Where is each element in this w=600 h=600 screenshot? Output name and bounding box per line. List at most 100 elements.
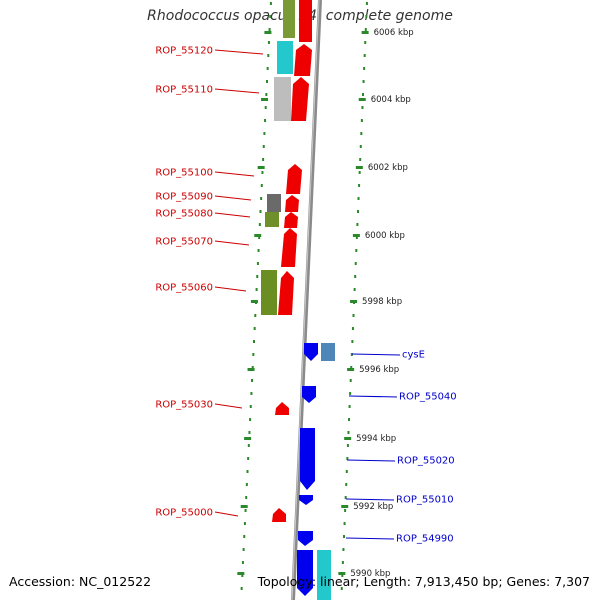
gene-reverse <box>304 343 318 361</box>
guide-dot <box>262 158 265 161</box>
guide-dot <box>364 28 367 31</box>
guide-dot <box>360 119 363 122</box>
gene-reverse <box>298 531 313 546</box>
guide-dot <box>340 587 343 590</box>
guide-dot <box>252 353 255 356</box>
scale-tick-label: 6004 kbp <box>371 95 411 105</box>
gene-label-forward: ROP_55070 <box>155 237 213 248</box>
guide-dot <box>258 236 261 239</box>
scale-tick <box>237 572 245 575</box>
guide-dot <box>248 431 251 434</box>
guide-dot <box>245 496 248 499</box>
guide-dot <box>241 561 244 564</box>
gene-forward <box>284 212 298 228</box>
gene-label-leader <box>345 537 395 540</box>
guide-dot <box>242 548 245 551</box>
guide-dot <box>358 184 361 187</box>
guide-dot <box>345 470 348 473</box>
guide-dot <box>268 28 271 31</box>
gene-forward <box>285 195 299 212</box>
guide-dot <box>261 171 264 174</box>
gene-label-leader <box>214 49 264 55</box>
guide-dot <box>246 470 249 473</box>
scale-tick <box>338 572 346 575</box>
gene-label-leader <box>214 286 247 292</box>
gene-label-leader <box>348 395 398 398</box>
guide-dot <box>256 275 259 278</box>
guide-dot <box>359 145 362 148</box>
scale-tick <box>261 98 269 101</box>
forward-genes <box>272 0 312 522</box>
genome-summary-label: Topology: linear; Length: 7,913,450 bp; … <box>257 574 590 589</box>
accession-label: Accession: NC_012522 <box>9 574 152 589</box>
genome-backbone-highlight <box>291 0 320 600</box>
guide-dot <box>244 509 247 512</box>
scale-tick <box>344 437 352 440</box>
gene-forward <box>281 228 297 267</box>
guide-dot <box>264 106 267 109</box>
gene-forward <box>291 77 309 121</box>
reverse-gene-labels: cysE ROP_55040 ROP_55020 ROP_55010 ROP_54990 <box>345 350 457 545</box>
gene-label-reverse: ROP_55020 <box>397 456 455 467</box>
guide-dot <box>267 54 270 57</box>
scale-tick <box>257 166 265 169</box>
scale-tick-label: 6006 kbp <box>374 28 414 38</box>
reverse-genes <box>297 343 335 600</box>
guide-dot <box>349 379 352 382</box>
guide-dot <box>260 197 263 200</box>
guide-dot <box>348 405 351 408</box>
annotation-box-olive-top <box>283 0 295 38</box>
guide-dot <box>362 93 365 96</box>
guide-dot <box>359 158 362 161</box>
guide-dot <box>260 184 263 187</box>
scale-tick <box>350 300 358 303</box>
guide-dot <box>354 262 357 265</box>
guide-dot <box>266 67 269 70</box>
guide-dot <box>350 366 353 369</box>
guide-dot <box>363 54 366 57</box>
gene-forward <box>286 164 302 194</box>
guide-dot <box>267 41 270 44</box>
guide-dot <box>247 457 250 460</box>
gene-reverse <box>300 428 315 490</box>
gene-label-leader <box>214 403 243 409</box>
guide-dot <box>251 366 254 369</box>
gene-forward <box>294 44 312 76</box>
guide-dot <box>342 548 345 551</box>
guide-dot <box>269 15 272 18</box>
guide-dot <box>344 496 347 499</box>
guide-dot <box>353 288 356 291</box>
gene-forward <box>278 271 294 315</box>
guide-dot <box>347 431 350 434</box>
gene-label-reverse: cysE <box>402 350 425 361</box>
guide-dot <box>342 535 345 538</box>
scale-tick <box>361 31 369 34</box>
guide-dot <box>357 197 360 200</box>
scale-tick-label: 5992 kbp <box>353 502 393 512</box>
gene-forward <box>275 402 289 415</box>
gene-label-forward: ROP_55100 <box>155 168 213 179</box>
guide-dot <box>355 249 358 252</box>
guide-dot <box>247 444 250 447</box>
annotation-box-grey <box>274 77 291 121</box>
guide-dot <box>345 483 348 486</box>
guide-dot <box>356 210 359 213</box>
gene-forward <box>299 0 312 42</box>
scale-tick <box>264 31 272 34</box>
guide-dot <box>360 132 363 135</box>
gene-label-reverse: ROP_55040 <box>399 392 457 403</box>
scale-tick <box>254 234 262 237</box>
guide-dot <box>251 379 254 382</box>
guide-dot <box>262 145 265 148</box>
guide-dot <box>351 340 354 343</box>
gene-label-leader <box>214 171 255 177</box>
gene-label-forward: ROP_55090 <box>155 192 213 203</box>
scale-tick-label: 5990 kbp <box>350 569 390 579</box>
guide-dot <box>348 418 351 421</box>
gene-label-reverse: ROP_54990 <box>396 534 454 545</box>
annotation-box-cyan <box>277 41 293 74</box>
guide-dot <box>358 171 361 174</box>
gene-reverse <box>302 386 316 403</box>
scale-tick <box>347 368 355 371</box>
